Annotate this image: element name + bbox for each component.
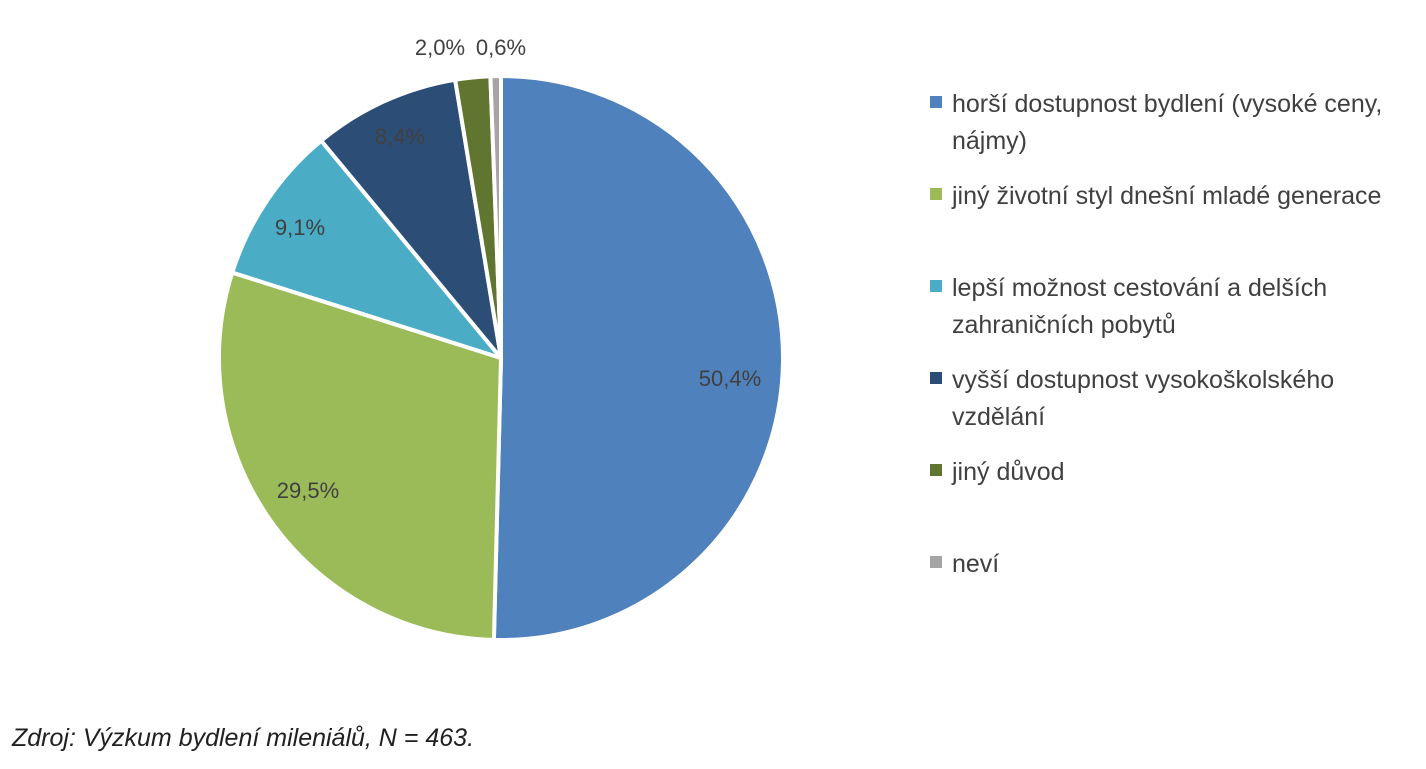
legend-swatch (930, 96, 942, 108)
legend-swatch (930, 188, 942, 200)
data-label-1: 50,4% (699, 366, 761, 391)
source-note: Zdroj: Výzkum bydlení mileniálů, N = 463… (12, 724, 475, 752)
legend-swatch (930, 464, 942, 476)
pie-slice-1 (491, 74, 785, 642)
legend-swatch (930, 556, 942, 568)
data-label-5: 2,0% (415, 35, 465, 60)
pie-slice-3 (230, 138, 503, 360)
pie-slice-4 (319, 77, 503, 360)
legend-label: neví (952, 550, 1000, 578)
pie-data-labels: 50,4% 29,5% 9,1% 8,4% 2,0% 0,6% (275, 35, 761, 503)
legend-swatch (930, 280, 942, 292)
data-label-2: 29,5% (277, 478, 339, 503)
data-label-3: 9,1% (275, 215, 325, 240)
legend-label: lepší možnost cestování a delších zahran… (952, 274, 1328, 339)
pie-slice-2 (217, 270, 503, 642)
legend-label: vyšší dostupnost vysokoškolského vzdělán… (952, 366, 1335, 431)
legend-swatch (930, 372, 942, 384)
legend-label: jiný životní styl dnešní mladé generace (952, 182, 1382, 210)
pie-slices (217, 74, 785, 642)
data-label-4: 8,4% (375, 124, 425, 149)
pie-chart: 50,4% 29,5% 9,1% 8,4% 2,0% 0,6% (217, 35, 785, 642)
data-label-6: 0,6% (476, 35, 526, 60)
legend-label: jiný důvod (952, 458, 1065, 486)
legend-label: horší dostupnost bydlení (vysoké ceny, n… (952, 90, 1383, 155)
pie-slice-6 (488, 74, 503, 360)
